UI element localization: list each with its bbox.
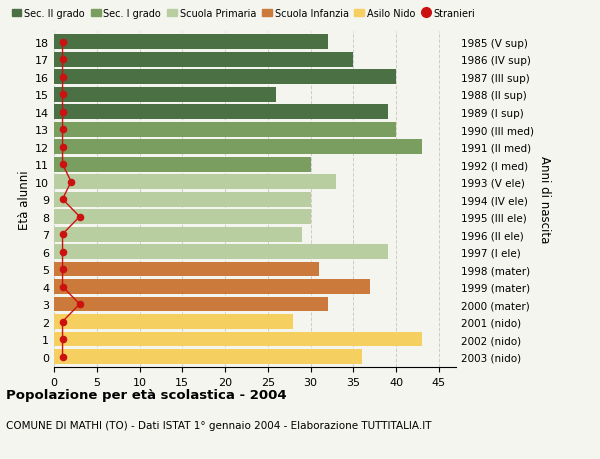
Bar xyxy=(54,35,328,50)
Text: Popolazione per età scolastica - 2004: Popolazione per età scolastica - 2004 xyxy=(6,388,287,401)
Bar xyxy=(54,192,311,207)
Bar xyxy=(54,70,396,85)
Point xyxy=(58,39,67,46)
Bar xyxy=(54,105,388,120)
Bar xyxy=(54,157,311,172)
Point xyxy=(58,126,67,134)
Bar xyxy=(54,210,311,224)
Bar xyxy=(54,262,319,277)
Point xyxy=(58,161,67,168)
Bar xyxy=(54,227,302,242)
Bar xyxy=(54,175,336,190)
Point xyxy=(75,213,85,221)
Y-axis label: Età alunni: Età alunni xyxy=(18,170,31,230)
Point xyxy=(58,336,67,343)
Bar xyxy=(54,280,370,294)
Point xyxy=(58,266,67,273)
Bar xyxy=(54,332,422,347)
Bar xyxy=(54,314,293,329)
Point xyxy=(58,144,67,151)
Bar xyxy=(54,53,353,67)
Text: COMUNE DI MATHI (TO) - Dati ISTAT 1° gennaio 2004 - Elaborazione TUTTITALIA.IT: COMUNE DI MATHI (TO) - Dati ISTAT 1° gen… xyxy=(6,420,431,430)
Y-axis label: Anni di nascita: Anni di nascita xyxy=(538,156,551,243)
Point xyxy=(58,283,67,291)
Legend: Sec. II grado, Sec. I grado, Scuola Primaria, Scuola Infanzia, Asilo Nido, Stran: Sec. II grado, Sec. I grado, Scuola Prim… xyxy=(8,5,479,22)
Bar xyxy=(54,123,396,137)
Point xyxy=(58,231,67,238)
Point xyxy=(75,301,85,308)
Point xyxy=(58,248,67,256)
Bar xyxy=(54,88,277,102)
Point xyxy=(58,56,67,64)
Point xyxy=(58,318,67,325)
Point xyxy=(58,196,67,203)
Bar xyxy=(54,245,388,259)
Bar xyxy=(54,349,362,364)
Point xyxy=(67,179,76,186)
Point xyxy=(58,353,67,360)
Bar xyxy=(54,297,328,312)
Bar xyxy=(54,140,422,155)
Point xyxy=(58,74,67,81)
Point xyxy=(58,109,67,116)
Point xyxy=(58,91,67,99)
